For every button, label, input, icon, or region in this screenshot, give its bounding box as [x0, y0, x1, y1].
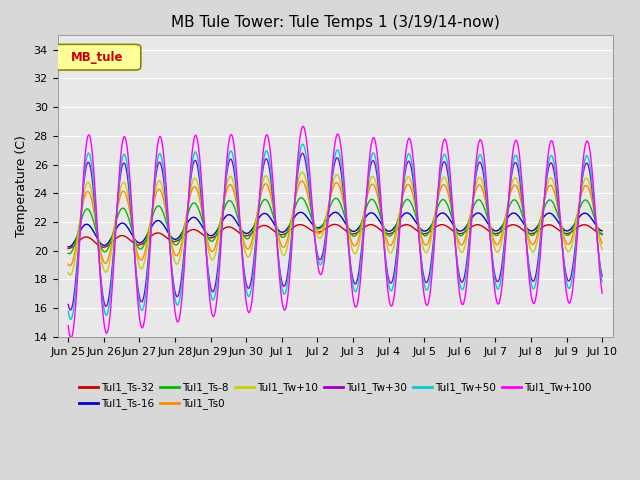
Tul1_Tw+30 — [598, 273, 606, 279]
Tul1_Tw+30 — [468, 208, 476, 214]
Tul1_Ts-16 — [65, 244, 72, 250]
Tul1_Tw+50 — [65, 309, 72, 314]
Tul1_Ts-16 — [598, 228, 606, 234]
Tul1_Ts-32 — [467, 225, 475, 230]
Tul1_Tw+30 — [381, 247, 388, 253]
Tul1_Ts-32 — [598, 231, 606, 237]
Tul1_Ts-8 — [598, 232, 606, 238]
Tul1_Ts-32 — [331, 221, 339, 227]
Tul1_Ts-16 — [160, 222, 168, 228]
Line: Tul1_Tw+10: Tul1_Tw+10 — [68, 172, 602, 275]
Title: MB Tule Tower: Tule Temps 1 (3/19/14-now): MB Tule Tower: Tule Temps 1 (3/19/14-now… — [171, 15, 500, 30]
Tul1_Ts-32 — [422, 231, 429, 237]
Tul1_Ts0 — [298, 178, 305, 184]
Tul1_Ts-16 — [381, 226, 388, 231]
Tul1_Ts-16 — [422, 228, 430, 234]
Tul1_Ts0 — [468, 204, 476, 209]
Tul1_Tw+50 — [160, 168, 168, 173]
Tul1_Tw+50 — [202, 251, 210, 256]
Tul1_Ts-32 — [380, 229, 388, 235]
Line: Tul1_Ts-8: Tul1_Ts-8 — [68, 198, 602, 254]
Tul1_Ts-8 — [160, 211, 168, 216]
Tul1_Tw+50 — [299, 141, 307, 147]
Tul1_Ts-16 — [308, 220, 316, 226]
Tul1_Tw+100 — [202, 252, 210, 258]
Tul1_Tw+100 — [308, 194, 316, 200]
Tul1_Tw+10 — [598, 247, 606, 252]
Line: Tul1_Ts-32: Tul1_Ts-32 — [68, 224, 602, 249]
Tul1_Tw+10 — [202, 235, 210, 241]
Tul1_Tw+10 — [468, 203, 476, 209]
Legend: Tul1_Ts-32, Tul1_Ts-16, Tul1_Ts-8, Tul1_Ts0, Tul1_Tw+10, Tul1_Tw+30, Tul1_Tw+50,: Tul1_Ts-32, Tul1_Ts-16, Tul1_Ts-8, Tul1_… — [75, 378, 595, 414]
Tul1_Tw+100 — [65, 323, 72, 329]
Tul1_Tw+10 — [160, 190, 168, 195]
Tul1_Ts-8 — [297, 195, 305, 201]
Tul1_Ts0 — [160, 197, 168, 203]
Tul1_Tw+100 — [160, 151, 168, 157]
Tul1_Tw+50 — [468, 210, 476, 216]
Y-axis label: Temperature (C): Temperature (C) — [15, 135, 28, 237]
Tul1_Ts-16 — [297, 209, 305, 215]
Tul1_Ts0 — [381, 229, 388, 235]
Tul1_Ts0 — [202, 233, 210, 239]
Tul1_Ts-8 — [202, 231, 210, 237]
Tul1_Ts0 — [65, 261, 72, 267]
Tul1_Tw+10 — [65, 269, 72, 275]
Tul1_Ts-32 — [65, 246, 72, 252]
Tul1_Tw+100 — [299, 123, 307, 129]
Tul1_Tw+100 — [67, 335, 75, 341]
Tul1_Tw+30 — [160, 176, 168, 182]
Line: Tul1_Tw+50: Tul1_Tw+50 — [68, 144, 602, 319]
Tul1_Tw+10 — [66, 272, 74, 278]
Tul1_Tw+50 — [422, 288, 430, 293]
Tul1_Ts-16 — [202, 230, 210, 236]
Tul1_Ts-8 — [308, 215, 316, 221]
Tul1_Ts0 — [422, 242, 430, 248]
FancyBboxPatch shape — [55, 44, 141, 70]
Tul1_Ts-32 — [202, 234, 209, 240]
Tul1_Ts-8 — [65, 251, 72, 256]
Tul1_Tw+50 — [381, 248, 388, 253]
Tul1_Ts-8 — [381, 227, 388, 232]
Tul1_Tw+50 — [308, 202, 316, 208]
Tul1_Tw+30 — [65, 301, 72, 307]
Tul1_Ts-8 — [65, 251, 73, 257]
Tul1_Tw+10 — [422, 250, 430, 255]
Tul1_Tw+30 — [308, 207, 316, 213]
Tul1_Tw+30 — [299, 150, 307, 156]
Tul1_Ts-16 — [65, 244, 73, 250]
Tul1_Tw+50 — [67, 316, 75, 322]
Tul1_Tw+30 — [66, 307, 74, 313]
Line: Tul1_Tw+100: Tul1_Tw+100 — [68, 126, 602, 338]
Tul1_Tw+100 — [422, 302, 430, 308]
Line: Tul1_Ts-16: Tul1_Ts-16 — [68, 212, 602, 247]
Tul1_Tw+30 — [202, 251, 210, 257]
Line: Tul1_Tw+30: Tul1_Tw+30 — [68, 153, 602, 310]
Tul1_Tw+10 — [298, 169, 305, 175]
Tul1_Ts-8 — [422, 233, 430, 239]
Tul1_Ts-8 — [468, 208, 476, 214]
Tul1_Tw+100 — [598, 290, 606, 296]
Tul1_Ts0 — [598, 240, 606, 246]
Tul1_Tw+10 — [308, 206, 316, 212]
Line: Tul1_Ts0: Tul1_Ts0 — [68, 181, 602, 266]
Tul1_Ts0 — [66, 263, 74, 269]
Tul1_Ts0 — [308, 209, 316, 215]
Tul1_Tw+10 — [381, 231, 388, 237]
Text: MB_tule: MB_tule — [71, 51, 124, 64]
Tul1_Ts-32 — [306, 227, 314, 232]
Tul1_Tw+100 — [468, 212, 476, 217]
Tul1_Tw+30 — [422, 280, 430, 286]
Tul1_Ts-32 — [159, 232, 166, 238]
Tul1_Tw+100 — [381, 251, 388, 256]
Tul1_Ts-16 — [468, 215, 476, 221]
Tul1_Tw+50 — [598, 279, 606, 285]
